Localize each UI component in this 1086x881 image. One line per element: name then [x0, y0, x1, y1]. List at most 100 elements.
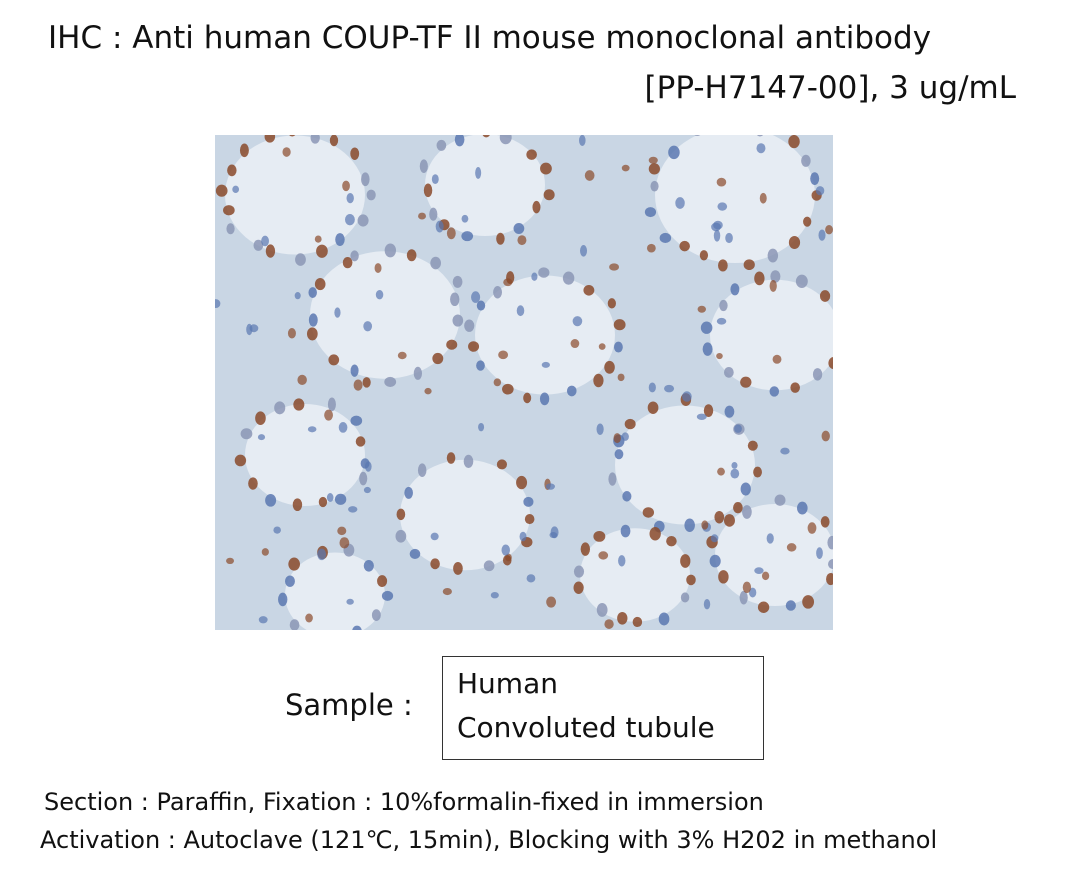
cell-nucleus — [696, 413, 707, 421]
cell-nucleus — [759, 192, 767, 204]
cell-nucleus — [821, 430, 830, 442]
cell-nucleus — [478, 422, 485, 432]
activation-blocking-info: Activation : Autoclave (121℃, 15min), Bl… — [40, 826, 938, 854]
cell-nucleus — [339, 537, 350, 549]
cell-nucleus — [716, 177, 727, 187]
cell-nucleus — [790, 382, 800, 393]
cell-nucleus — [756, 135, 764, 137]
cell-nucleus — [361, 172, 370, 187]
cell-nucleus — [314, 277, 326, 291]
cell-nucleus — [545, 483, 555, 490]
cell-nucleus — [397, 351, 407, 360]
cell-nucleus — [502, 383, 514, 395]
cell-nucleus — [446, 452, 456, 464]
cell-nucleus — [526, 149, 537, 160]
cell-nucleus — [227, 164, 237, 177]
cell-nucleus — [717, 467, 725, 476]
cell-nucleus — [337, 526, 347, 536]
cell-nucleus — [381, 590, 394, 601]
cell-nucleus — [668, 145, 680, 160]
tubule-lumen — [225, 135, 365, 255]
cell-nucleus — [377, 575, 388, 587]
cell-nucleus — [711, 222, 721, 232]
cell-nucleus — [819, 290, 831, 302]
cell-nucleus — [501, 544, 510, 556]
cell-nucleus — [350, 364, 359, 377]
cell-nucleus — [785, 600, 796, 611]
cell-nucleus — [524, 514, 535, 525]
cell-nucleus — [350, 415, 363, 426]
cell-nucleus — [374, 263, 382, 274]
cell-nucleus — [429, 207, 438, 221]
cell-nucleus — [684, 518, 695, 533]
cell-nucleus — [409, 548, 421, 559]
cell-nucleus — [454, 135, 465, 147]
cell-nucleus — [820, 516, 830, 528]
cell-nucleus — [261, 235, 269, 247]
sample-tissue: Convoluted tubule — [457, 711, 715, 744]
cell-nucleus — [430, 558, 440, 570]
cell-nucleus — [424, 387, 432, 395]
cell-nucleus — [288, 557, 300, 571]
cell-nucleus — [531, 272, 538, 281]
sample-species: Human — [457, 667, 558, 700]
cell-nucleus — [767, 248, 779, 263]
cell-nucleus — [453, 562, 463, 575]
tubule-lumen — [285, 552, 385, 630]
cell-nucleus — [666, 535, 677, 547]
cell-nucleus — [215, 299, 221, 309]
cell-nucleus — [384, 243, 397, 258]
cell-nucleus — [516, 305, 525, 317]
cell-nucleus — [580, 542, 591, 556]
cell-nucleus — [716, 317, 727, 325]
cell-nucleus — [549, 532, 558, 539]
cell-nucleus — [265, 244, 276, 258]
tubule-lumen — [310, 251, 460, 379]
cell-nucleus — [499, 135, 512, 145]
cell-nucleus — [573, 565, 585, 578]
cell-nucleus — [648, 163, 660, 175]
cell-nucleus — [446, 227, 456, 240]
cell-nucleus — [452, 275, 463, 288]
cell-nucleus — [664, 384, 675, 393]
cell-nucleus — [346, 193, 354, 204]
cell-nucleus — [493, 286, 502, 299]
cell-nucleus — [310, 135, 320, 144]
cell-nucleus — [700, 321, 713, 334]
cell-nucleus — [305, 613, 313, 623]
cell-nucleus — [293, 398, 305, 411]
cell-nucleus — [450, 292, 460, 307]
cell-nucleus — [475, 166, 482, 179]
cell-nucleus — [482, 135, 490, 138]
cell-nucleus — [539, 392, 550, 406]
cell-nucleus — [562, 271, 575, 285]
cell-nucleus — [419, 159, 428, 173]
cell-nucleus — [265, 493, 277, 507]
cell-nucleus — [342, 256, 353, 269]
cell-nucleus — [579, 135, 586, 147]
cell-nucleus — [350, 250, 359, 262]
cell-nucleus — [714, 510, 725, 524]
cell-nucleus — [240, 428, 253, 440]
cell-nucleus — [748, 587, 757, 598]
cell-nucleus — [329, 135, 339, 147]
cell-nucleus — [523, 496, 534, 507]
cell-nucleus — [363, 321, 373, 332]
cell-nucleus — [702, 342, 713, 356]
cell-nucleus — [483, 560, 495, 572]
cell-nucleus — [713, 229, 721, 242]
cell-nucleus — [679, 240, 690, 252]
cell-nucleus — [363, 486, 371, 494]
cell-nucleus — [540, 162, 552, 175]
cell-nucleus — [461, 214, 469, 223]
cell-nucleus — [609, 263, 620, 271]
cell-nucleus — [289, 135, 296, 137]
cell-nucleus — [317, 548, 327, 561]
cell-nucleus — [718, 570, 729, 584]
cell-nucleus — [743, 259, 755, 271]
cell-nucleus — [517, 235, 527, 246]
cell-nucleus — [710, 534, 719, 543]
cell-nucleus — [308, 313, 318, 327]
cell-nucleus — [326, 493, 334, 502]
cell-nucleus — [613, 341, 623, 353]
